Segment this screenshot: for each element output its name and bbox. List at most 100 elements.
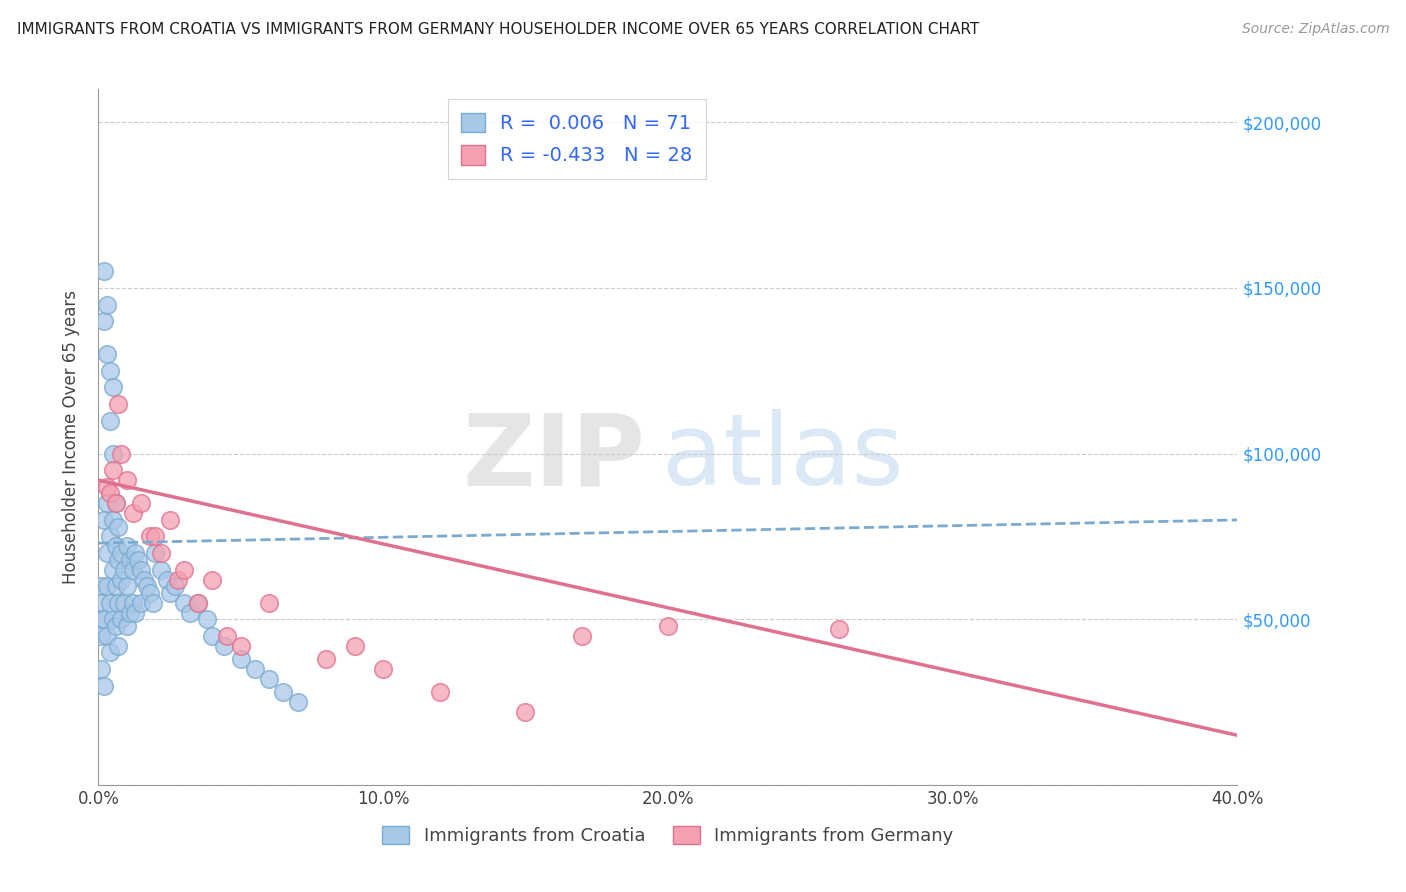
Point bbox=[101, 380, 124, 394]
Point bbox=[110, 612, 132, 626]
Point bbox=[98, 364, 121, 378]
Point bbox=[96, 496, 118, 510]
Point bbox=[129, 563, 152, 577]
Point bbox=[173, 596, 195, 610]
Point bbox=[141, 596, 163, 610]
Text: IMMIGRANTS FROM CROATIA VS IMMIGRANTS FROM GERMANY HOUSEHOLDER INCOME OVER 65 YE: IMMIGRANTS FROM CROATIA VS IMMIGRANTS FR… bbox=[17, 22, 979, 37]
Point bbox=[104, 619, 127, 633]
Point bbox=[107, 397, 129, 411]
Point bbox=[273, 685, 295, 699]
Point bbox=[90, 662, 112, 676]
Point bbox=[121, 596, 143, 610]
Legend: Immigrants from Croatia, Immigrants from Germany: Immigrants from Croatia, Immigrants from… bbox=[375, 819, 960, 853]
Point bbox=[165, 579, 187, 593]
Point bbox=[229, 639, 252, 653]
Point bbox=[115, 473, 138, 487]
Point bbox=[315, 652, 337, 666]
Point bbox=[101, 447, 124, 461]
Point bbox=[201, 629, 224, 643]
Point bbox=[96, 480, 118, 494]
Point bbox=[138, 586, 160, 600]
Point bbox=[215, 629, 238, 643]
Point bbox=[187, 596, 209, 610]
Point bbox=[145, 546, 167, 560]
Point bbox=[571, 629, 593, 643]
Point bbox=[93, 679, 115, 693]
Point bbox=[429, 685, 451, 699]
Point bbox=[159, 513, 181, 527]
Point bbox=[156, 573, 179, 587]
Point bbox=[101, 563, 124, 577]
Point bbox=[96, 297, 118, 311]
Point bbox=[98, 529, 121, 543]
Point bbox=[187, 596, 209, 610]
Point bbox=[150, 563, 173, 577]
Point bbox=[107, 596, 129, 610]
Point bbox=[259, 672, 281, 686]
Point bbox=[96, 546, 118, 560]
Point bbox=[98, 413, 121, 427]
Point bbox=[115, 579, 138, 593]
Point bbox=[110, 447, 132, 461]
Point bbox=[179, 606, 201, 620]
Point bbox=[107, 519, 129, 533]
Point bbox=[96, 347, 118, 361]
Point bbox=[107, 639, 129, 653]
Point bbox=[90, 596, 112, 610]
Point bbox=[229, 652, 252, 666]
Point bbox=[110, 573, 132, 587]
Point bbox=[138, 529, 160, 543]
Point bbox=[118, 552, 141, 566]
Point bbox=[93, 314, 115, 328]
Point bbox=[115, 619, 138, 633]
Point bbox=[90, 629, 112, 643]
Point bbox=[107, 552, 129, 566]
Point bbox=[135, 579, 157, 593]
Point bbox=[373, 662, 395, 676]
Point bbox=[96, 629, 118, 643]
Point bbox=[101, 463, 124, 477]
Point bbox=[93, 513, 115, 527]
Point bbox=[145, 529, 167, 543]
Point bbox=[101, 513, 124, 527]
Point bbox=[343, 639, 366, 653]
Point bbox=[129, 496, 152, 510]
Point bbox=[104, 496, 127, 510]
Point bbox=[212, 639, 235, 653]
Point bbox=[515, 705, 537, 719]
Point bbox=[110, 546, 132, 560]
Point bbox=[90, 612, 112, 626]
Point bbox=[201, 573, 224, 587]
Text: atlas: atlas bbox=[662, 409, 904, 507]
Point bbox=[259, 596, 281, 610]
Point bbox=[104, 579, 127, 593]
Y-axis label: Householder Income Over 65 years: Householder Income Over 65 years bbox=[62, 290, 80, 584]
Point bbox=[159, 586, 181, 600]
Point bbox=[657, 619, 679, 633]
Point bbox=[129, 596, 152, 610]
Point bbox=[132, 573, 155, 587]
Point bbox=[124, 606, 146, 620]
Point bbox=[98, 486, 121, 500]
Text: Source: ZipAtlas.com: Source: ZipAtlas.com bbox=[1241, 22, 1389, 37]
Point bbox=[127, 552, 149, 566]
Point bbox=[98, 645, 121, 659]
Point bbox=[287, 695, 309, 709]
Point bbox=[96, 579, 118, 593]
Point bbox=[115, 540, 138, 554]
Point bbox=[90, 579, 112, 593]
Point bbox=[121, 563, 143, 577]
Point bbox=[121, 506, 143, 520]
Point bbox=[828, 622, 851, 636]
Point bbox=[167, 573, 190, 587]
Point bbox=[173, 563, 195, 577]
Point bbox=[195, 612, 218, 626]
Point bbox=[112, 596, 135, 610]
Point bbox=[118, 606, 141, 620]
Point bbox=[124, 546, 146, 560]
Text: ZIP: ZIP bbox=[463, 409, 645, 507]
Point bbox=[104, 496, 127, 510]
Point bbox=[243, 662, 266, 676]
Point bbox=[98, 596, 121, 610]
Point bbox=[93, 612, 115, 626]
